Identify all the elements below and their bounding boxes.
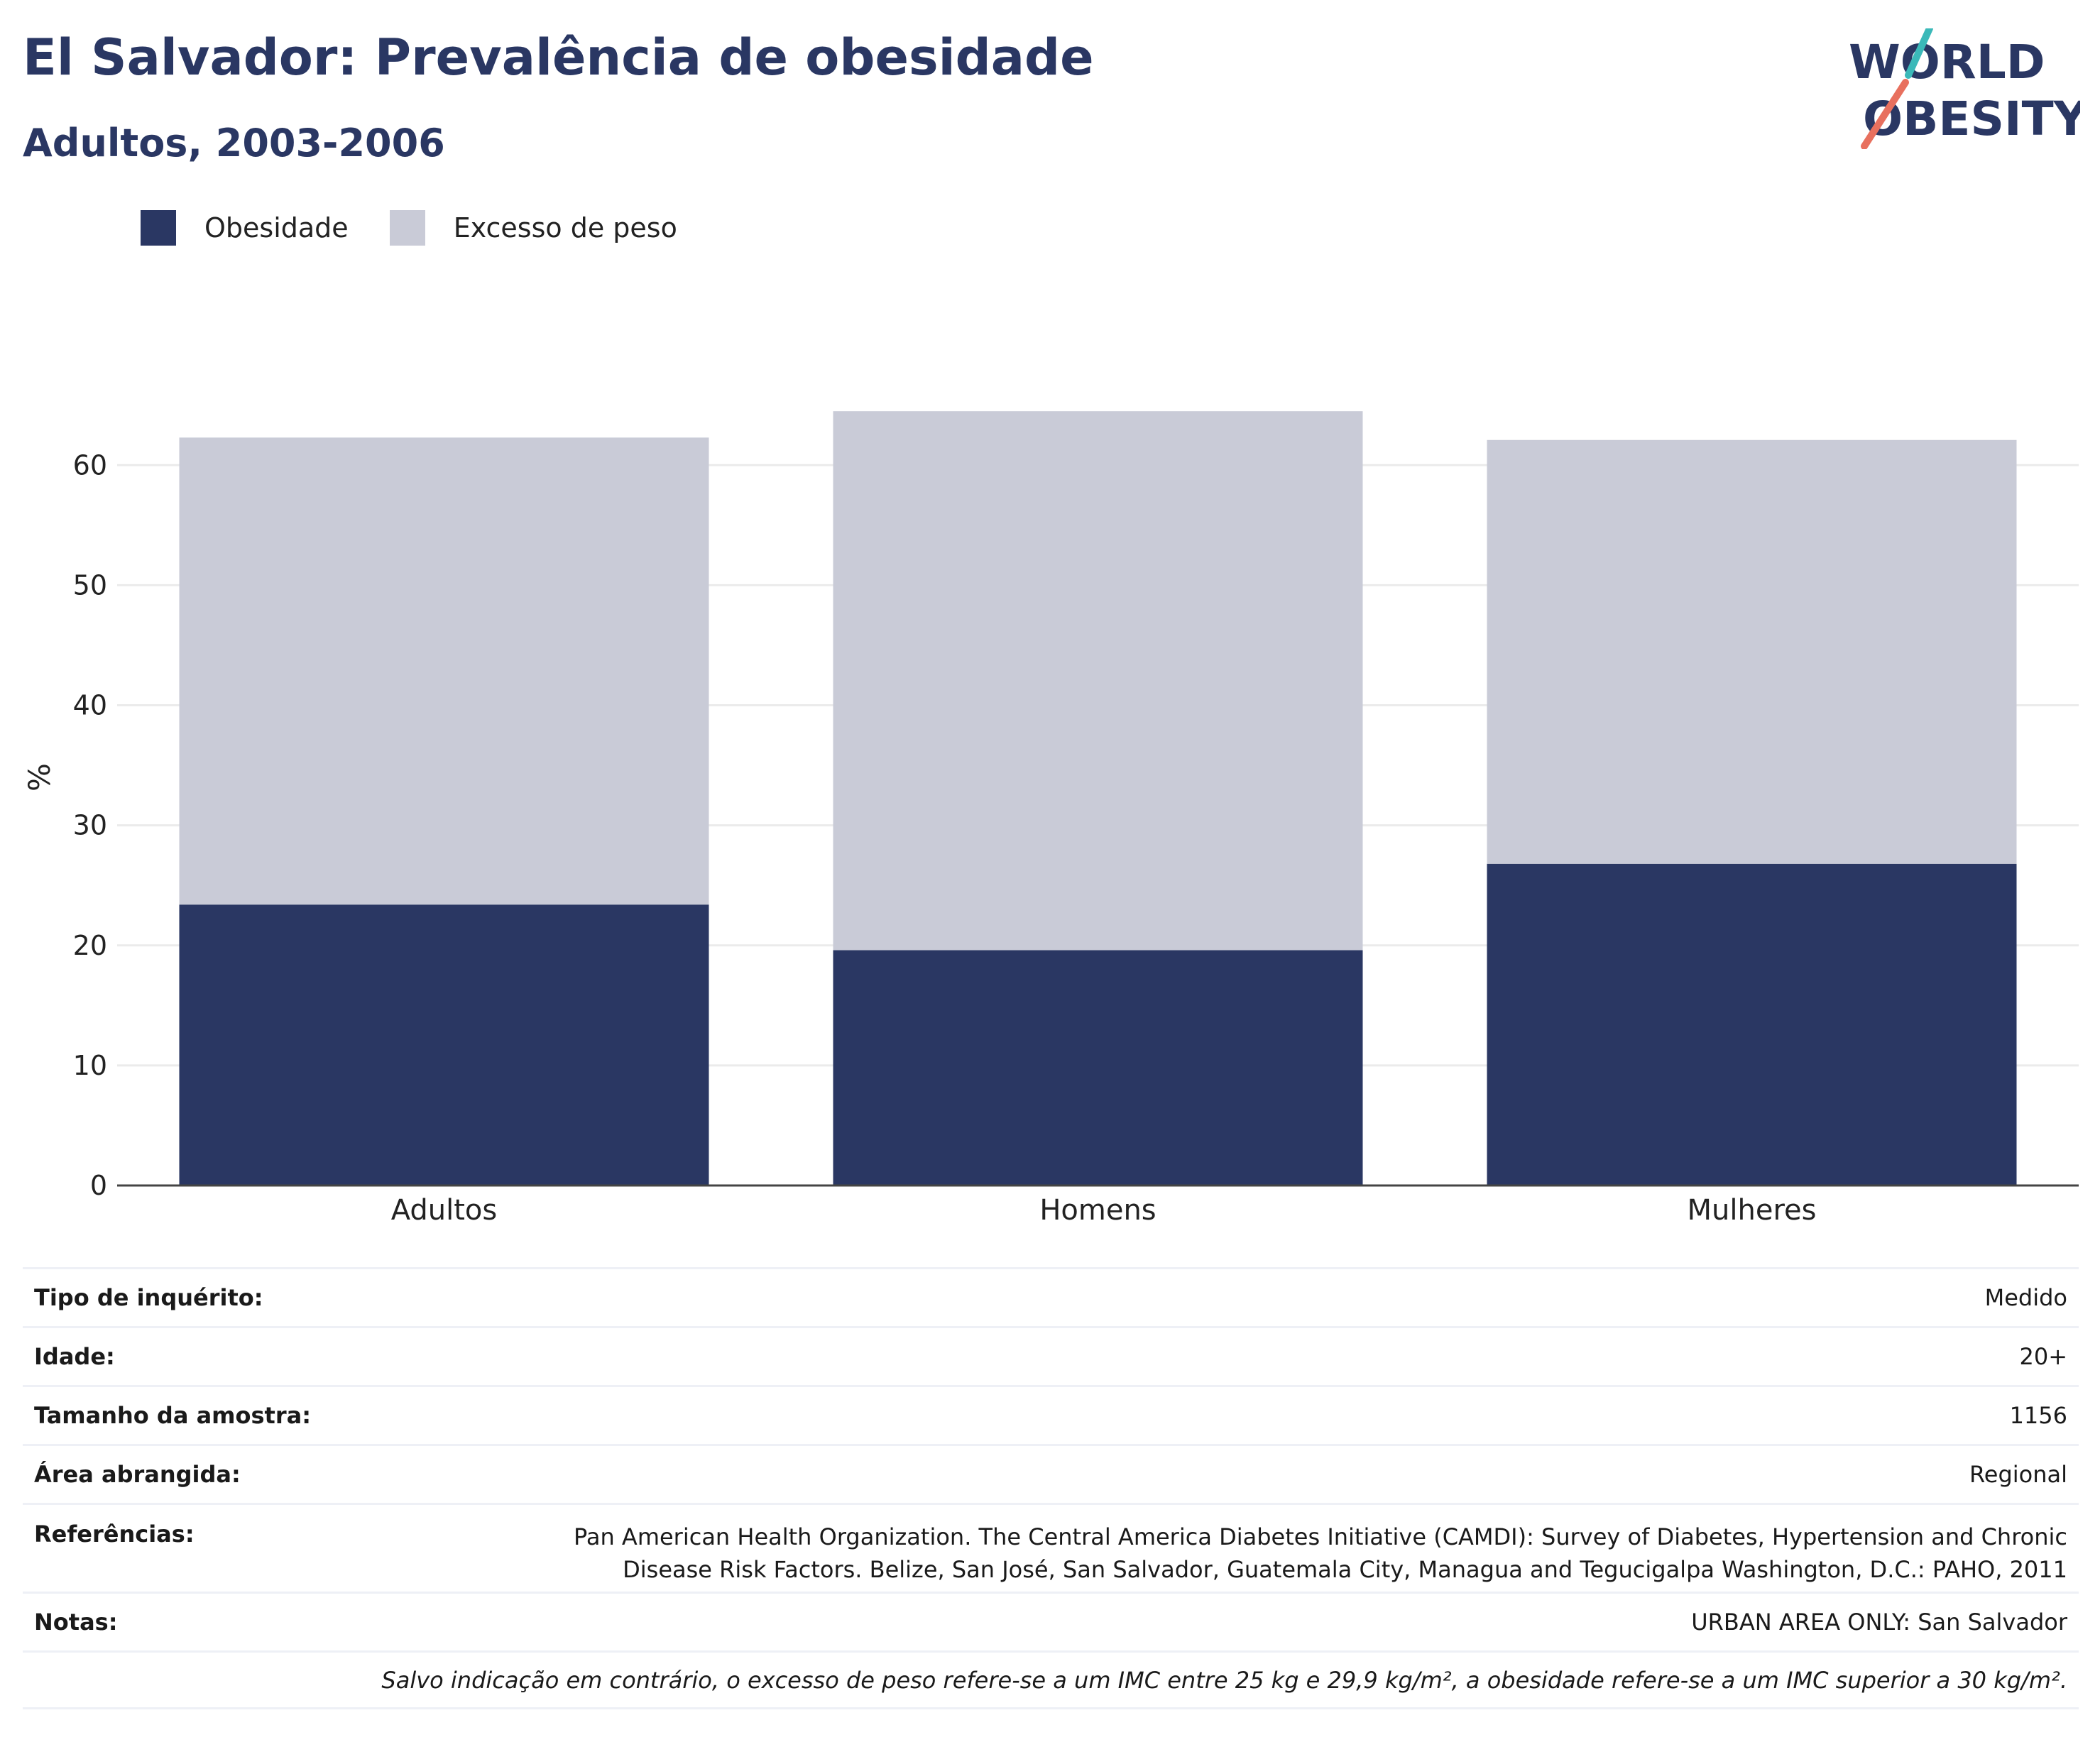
meta-value: Medido [1984,1284,2067,1311]
page-subtitle: Adultos, 2003-2006 [23,121,445,165]
footnote: Salvo indicação em contrário, o excesso … [381,1666,2067,1694]
y-tick-label: 10 [73,1050,107,1081]
survey-metadata-table: Tipo de inquérito: Medido Idade: 20+ Tam… [23,1267,2079,1709]
y-axis-label: % [22,763,57,792]
reference-line-1: Pan American Health Organization. The Ce… [574,1523,2067,1550]
legend-swatch-obesity [141,210,176,246]
x-tick-label: Adultos [391,1194,498,1227]
meta-row-references: Referências: Pan American Health Organiz… [23,1503,2079,1592]
logo-slash-teal [1905,28,1933,79]
meta-value: Regional [1969,1461,2067,1488]
y-tick-label: 60 [73,449,107,481]
meta-label: Notas: [34,1609,118,1636]
page-title: El Salvador: Prevalência de obesidade [23,28,1094,87]
y-tick-label: 0 [90,1170,107,1201]
meta-value: 20+ [2019,1343,2067,1370]
meta-row-survey-type: Tipo de inquérito: Medido [23,1267,2079,1326]
meta-label: Tamanho da amostra: [34,1402,311,1429]
bar-overweight-homens [833,411,1363,951]
bar-obesity-homens [833,950,1363,1185]
logo-text-obesity: OBESITY [1863,92,2080,146]
meta-label: Área abrangida: [34,1461,241,1488]
meta-row-notes: Notas: URBAN AREA ONLY: San Salvador [23,1592,2079,1650]
y-tick-label: 20 [73,930,107,961]
bar-obesity-mulheres [1487,863,2017,1185]
legend-item-overweight[interactable]: Excesso de peso [389,210,677,246]
bar-chart: 0 10 20 30 40 50 60% Adultos Homens Mulheres [22,411,2079,1227]
reference-line-2: Disease Risk Factors. Belize, San José, … [623,1556,2067,1583]
meta-row-area: Área abrangida: Regional [23,1444,2079,1503]
meta-label: Idade: [34,1343,115,1370]
meta-value: Pan American Health Organization. The Ce… [574,1521,2067,1586]
x-tick-label: Mulheres [1688,1194,1817,1227]
legend-label-overweight: Excesso de peso [453,212,677,243]
y-tick-label: 40 [73,690,107,721]
legend-swatch-overweight [389,210,425,246]
legend-item-obesity[interactable]: Obesidade [141,210,349,246]
world-obesity-logo: WORLD OBESITY [1849,28,2080,149]
meta-value: URBAN AREA ONLY: San Salvador [1691,1609,2067,1636]
legend-label-obesity: Obesidade [204,212,349,243]
y-tick-label: 50 [73,569,107,601]
y-tick-label: 30 [73,810,107,841]
logo-slash-coral [1861,79,1909,149]
meta-label: Referências: [34,1521,195,1548]
chart-legend: Obesidade Excesso de peso [141,210,718,246]
meta-value: 1156 [2009,1402,2067,1429]
meta-row-footnote: Salvo indicação em contrário, o excesso … [23,1650,2079,1709]
meta-row-sample-size: Tamanho da amostra: 1156 [23,1385,2079,1444]
bar-overweight-adultos [179,437,709,905]
x-tick-label: Homens [1039,1194,1156,1227]
bar-overweight-mulheres [1487,439,2017,864]
meta-label: Tipo de inquérito: [34,1284,263,1311]
logo-text-world: WORLD [1849,35,2045,89]
meta-row-age: Idade: 20+ [23,1326,2079,1385]
bar-obesity-adultos [179,904,709,1185]
